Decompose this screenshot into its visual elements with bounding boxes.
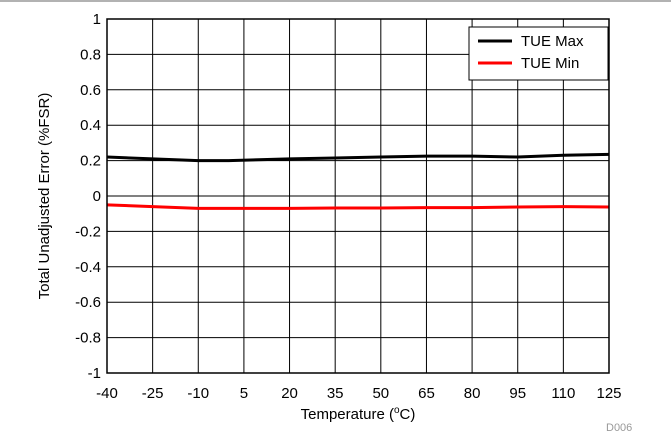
x-axis-label-unit: C)	[400, 406, 416, 423]
series-line-tue-max	[106, 152, 610, 163]
y-tick-label: 0.4	[80, 117, 101, 134]
y-axis-label: Total Unadjusted Error (%FSR)	[36, 93, 53, 300]
legend-box	[468, 26, 609, 81]
plot-frame	[106, 18, 610, 374]
y-tick-label: -0.4	[75, 259, 101, 276]
x-axis-label-text: Temperature (	[301, 406, 394, 423]
x-tick-label: 50	[372, 385, 389, 402]
grid	[106, 18, 610, 374]
y-tick-label: -0.6	[75, 294, 101, 311]
x-tick-label: -10	[187, 385, 209, 402]
x-tick-label: -25	[142, 385, 164, 402]
x-tick-label: 20	[281, 385, 298, 402]
y-tick-label: -1	[88, 365, 101, 382]
x-tick-label: 110	[551, 385, 575, 402]
y-tick-label: 0.8	[80, 46, 101, 63]
legend: TUE Max TUE Min	[468, 26, 609, 81]
x-tick-label: 5	[240, 385, 248, 402]
x-tick-label: 95	[509, 385, 526, 402]
x-tick-label: -40	[96, 385, 118, 402]
y-tick-labels: 1 0.8 0.6 0.4 0.2 0 -0.2 -0.4 -0.6 -0.8 -1	[75, 11, 101, 382]
figure-code: D006	[606, 422, 632, 434]
y-tick-label: 0.2	[80, 153, 101, 170]
y-tick-label: 0.6	[80, 82, 101, 99]
y-tick-label: -0.2	[75, 223, 101, 240]
legend-label-tue-max: TUE Max	[521, 33, 584, 50]
y-tick-label: -0.8	[75, 330, 101, 347]
x-tick-label: 125	[596, 385, 621, 402]
series-layer	[106, 152, 610, 210]
y-tick-label: 0	[93, 188, 101, 205]
x-axis-label: Temperature (oC)	[301, 405, 416, 423]
x-tick-label: 80	[464, 385, 481, 402]
x-axis-label-superscript: o	[394, 405, 400, 416]
x-tick-labels: -40 -25 -10 5 20 35 50 65 80 95 110 125	[96, 385, 621, 402]
legend-label-tue-min: TUE Min	[521, 55, 579, 72]
x-tick-label: 65	[418, 385, 435, 402]
y-tick-label: 1	[93, 11, 101, 28]
x-tick-label: 35	[327, 385, 344, 402]
series-line-tue-min	[106, 203, 610, 210]
